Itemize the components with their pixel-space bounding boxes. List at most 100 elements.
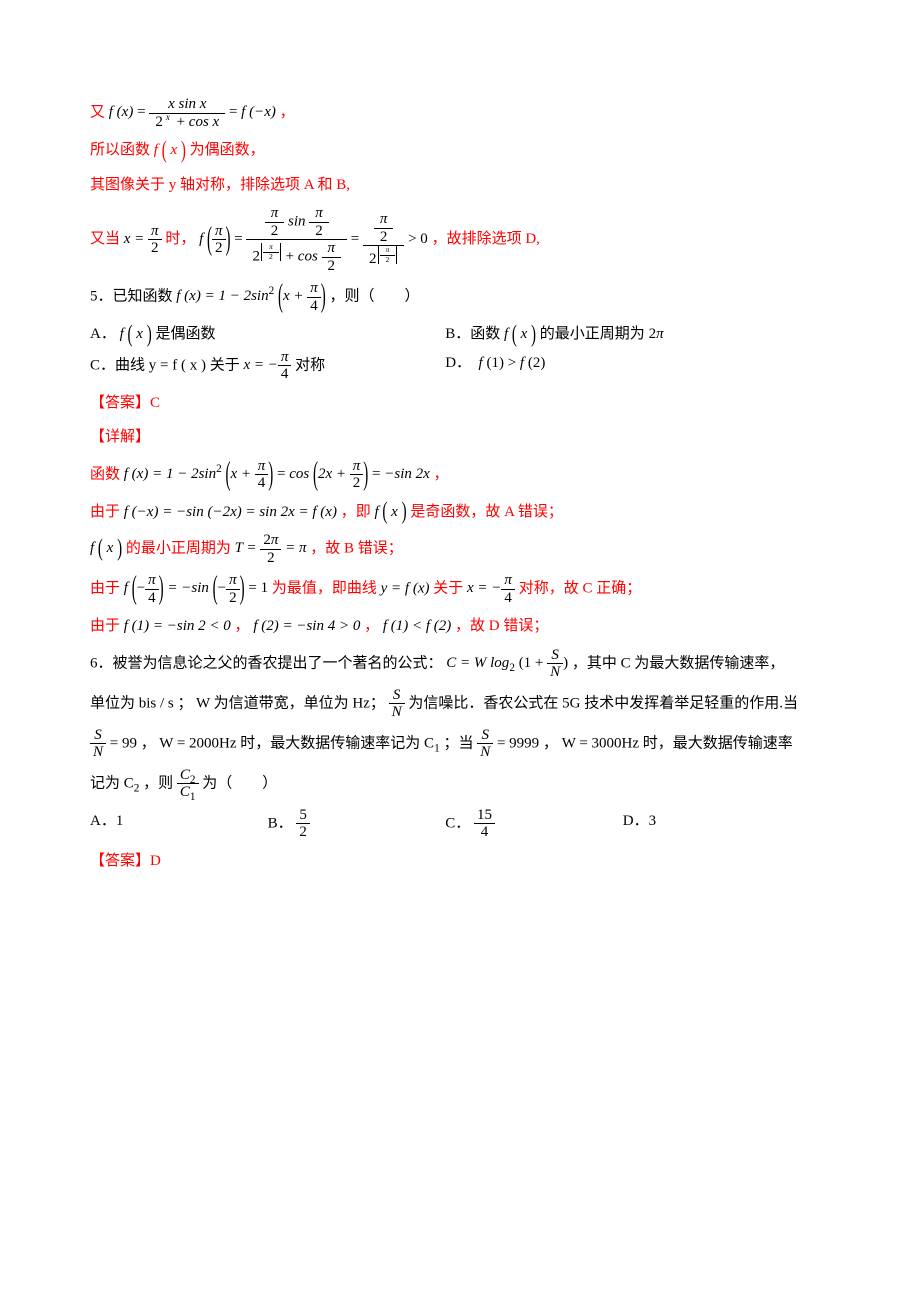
v2: = 9999 bbox=[497, 735, 539, 751]
fnegx: f (−x) bbox=[241, 104, 276, 120]
t2: 为信噪比．香农公式在 5G 技术中发挥着举足轻重的作用.当 bbox=[408, 695, 798, 711]
eq2: = bbox=[351, 231, 363, 247]
question-line: SN = 99 ， W = 2000Hz 时，最大数据传输速率记为 C1 ；当 … bbox=[90, 727, 830, 761]
x: x = − bbox=[467, 580, 501, 596]
explanation-line: 又 f (x) = x sin x 2x + cos x = f (−x) ， bbox=[90, 96, 830, 130]
p: π bbox=[255, 458, 269, 476]
pi: π bbox=[148, 223, 162, 241]
d: 4 bbox=[145, 590, 159, 607]
explanation-line: 函数 f (x) = 1 − 2sin2 (x + π4) = cos (2x … bbox=[90, 458, 830, 492]
C2: C bbox=[180, 767, 190, 783]
n: − bbox=[137, 580, 145, 596]
explanation-line: 其图像关于 y 轴对称，排除选项 A 和 B, bbox=[90, 171, 830, 200]
p3: π bbox=[501, 572, 515, 590]
p: π bbox=[278, 349, 292, 367]
f2: f (2) = −sin 4 > 0 bbox=[253, 618, 360, 634]
S: S bbox=[547, 647, 563, 665]
t3: 是奇函数，故 A 错误； bbox=[410, 504, 563, 520]
explanation-line: 由于 f (1) = −sin 2 < 0 ， f (2) = −sin 4 >… bbox=[90, 612, 830, 641]
t2: ， bbox=[434, 466, 449, 482]
eq: = bbox=[137, 104, 149, 120]
N: N bbox=[389, 704, 405, 721]
d: 2 bbox=[260, 550, 281, 567]
two: 2 bbox=[148, 240, 162, 257]
s1: 1 bbox=[434, 742, 440, 754]
ta: ；当 bbox=[443, 735, 473, 751]
question-line: 单位为 bis / s ； W 为信道带宽，单位为 Hz； SN 为信噪比．香农… bbox=[90, 687, 830, 721]
t: 2 bbox=[265, 223, 285, 240]
pi2: π bbox=[212, 223, 226, 241]
detail-label: 【详解】 bbox=[90, 423, 830, 452]
b: 2 bbox=[252, 248, 260, 264]
c: cos bbox=[289, 466, 309, 482]
S2: S bbox=[477, 727, 493, 745]
f: 4 bbox=[278, 366, 292, 383]
options-row: C．曲线 y = f ( x ) 关于 x = −π4 对称 D． f (1) … bbox=[90, 349, 830, 383]
t: 又当 bbox=[90, 231, 120, 247]
t2: ，则 bbox=[143, 775, 173, 791]
p2: π bbox=[226, 572, 240, 590]
fraction: π2 sin π2 2π2 + cos π2 bbox=[246, 205, 347, 274]
option-a: A．1 bbox=[90, 807, 268, 841]
f: f bbox=[199, 231, 203, 247]
base: 2 bbox=[155, 114, 163, 130]
answer-label: 【答案】C bbox=[90, 389, 830, 418]
t: 6．被誉为信息论之父的香农提出了一个著名的公式： bbox=[90, 655, 443, 671]
t3: 2 bbox=[322, 258, 342, 275]
T: T = bbox=[235, 540, 261, 556]
yfx: y = f (x) bbox=[381, 580, 430, 596]
option-a: A． f ( x ) 是偶函数 bbox=[90, 320, 445, 349]
v: = 99 bbox=[110, 735, 137, 751]
gt0: > 0 bbox=[408, 231, 428, 247]
p: π bbox=[145, 572, 159, 590]
flt: f (1) < f (2) bbox=[383, 618, 451, 634]
a: (1 + bbox=[519, 655, 547, 671]
option-d: D．3 bbox=[623, 807, 801, 841]
n2: − bbox=[218, 580, 226, 596]
t2: 2 bbox=[309, 223, 329, 240]
t3: 为（ ） bbox=[202, 775, 277, 791]
m1: 为最值，即曲线 bbox=[272, 580, 377, 596]
t2: ，故 D 错误； bbox=[455, 618, 548, 634]
t2: ，则（ ） bbox=[330, 288, 420, 304]
fx: f (x) = 1 − 2sin bbox=[124, 466, 216, 482]
eq: f (−x) = −sin (−2x) = sin 2x = f (x) bbox=[124, 504, 337, 520]
c: ) bbox=[563, 655, 568, 671]
p: π bbox=[374, 211, 394, 229]
text: 所以函数 f ( x ) 为偶函数， bbox=[90, 142, 265, 158]
option-c: C．曲线 y = f ( x ) 关于 x = −π4 对称 bbox=[90, 349, 445, 383]
x: x = − bbox=[243, 357, 277, 373]
t2: 时， bbox=[165, 231, 195, 247]
ns: −sin 2x bbox=[384, 466, 430, 482]
n: 2π bbox=[263, 532, 278, 548]
e1: = 1 bbox=[248, 580, 268, 596]
f4: 4 bbox=[307, 298, 321, 315]
fx: f (x) bbox=[109, 104, 134, 120]
eq: = bbox=[234, 231, 246, 247]
t2: ，故 B 错误； bbox=[310, 540, 403, 556]
explanation-line: 由于 f (−π4) = −sin (−π2) = 1 为最值，即曲线 y = … bbox=[90, 572, 830, 606]
t: 记为 C bbox=[90, 775, 134, 791]
option-b: B．函数 f ( x ) 的最小正周期为 2π bbox=[445, 320, 800, 349]
p2: π bbox=[350, 458, 364, 476]
st: 2 bbox=[263, 253, 279, 261]
t2: ， W = 3000Hz 时，最大数据传输速率 bbox=[543, 735, 793, 751]
option-c: C． 154 bbox=[445, 807, 623, 841]
e: = bbox=[277, 466, 289, 482]
option-b: B． 52 bbox=[268, 807, 446, 841]
t: ， W = 2000Hz 时，最大数据传输速率记为 C bbox=[141, 735, 434, 751]
c1: ， bbox=[235, 618, 250, 634]
explanation-line: 又当 x = π2 时， f (π2) = π2 sin π2 2π2 + co… bbox=[90, 205, 830, 274]
f1: f (1) = −sin 2 < 0 bbox=[124, 618, 231, 634]
absx: x bbox=[166, 112, 170, 122]
N: N bbox=[90, 744, 106, 761]
text: B．函数 f ( x ) 的最小正周期为 2π bbox=[445, 326, 663, 342]
b: 2 bbox=[369, 251, 377, 267]
explanation-line: f ( x ) 的最小正周期为 T = 2π2 = π ，故 B 错误； bbox=[90, 532, 830, 566]
p: π bbox=[265, 205, 285, 223]
e2: = bbox=[372, 466, 384, 482]
num: x sin x bbox=[168, 96, 206, 112]
t3: ，故排除选项 D, bbox=[432, 231, 540, 247]
d3: 4 bbox=[501, 590, 515, 607]
s1b: 1 bbox=[190, 791, 196, 803]
